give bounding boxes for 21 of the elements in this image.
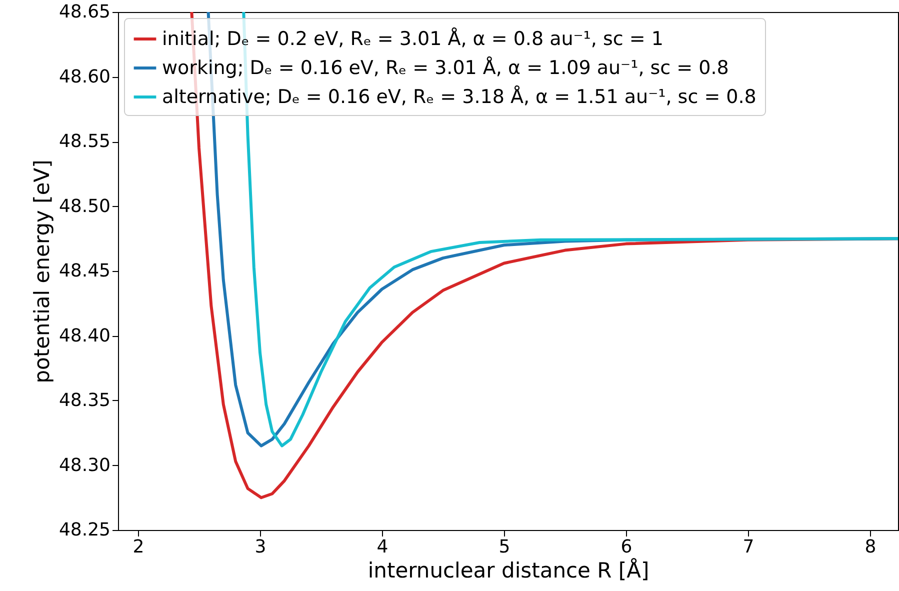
y-axis-title: potential energy [eV] [30,160,54,384]
y-tick-label: 48.40 [58,325,110,346]
y-tick-label: 48.55 [58,131,110,152]
legend-label: initial; Dₑ = 0.2 eV, Rₑ = 3.01 Å, α = 0.8 au⁻¹, sc = 1 [162,27,664,50]
x-tick-label: 3 [254,536,266,558]
x-tick-label: 6 [620,536,632,558]
y-tick-label: 48.60 [58,66,110,88]
y-tick-label: 48.45 [58,260,110,282]
y-tick-label: 48.30 [58,454,110,476]
y-tick-label: 48.65 [58,2,110,22]
x-tick-label: 4 [376,536,388,558]
legend-label: working; Dₑ = 0.16 eV, Rₑ = 3.01 Å, α = 1.09 au⁻¹, sc = 0.8 [162,56,729,79]
x-tick-label: 2 [132,536,144,558]
x-axis-title: internuclear distance R [Å] [368,558,650,582]
x-tick-label: 8 [864,536,876,558]
x-tick-label: 7 [742,536,754,558]
legend-label: alternative; Dₑ = 0.16 eV, Rₑ = 3.18 Å, α = 1.51 au⁻¹, sc = 0.8 [162,85,756,108]
x-tick-label: 5 [498,536,510,558]
y-tick-label: 48.35 [58,390,110,411]
y-tick-label: 48.50 [58,196,110,217]
y-tick-label: 48.25 [58,520,110,540]
